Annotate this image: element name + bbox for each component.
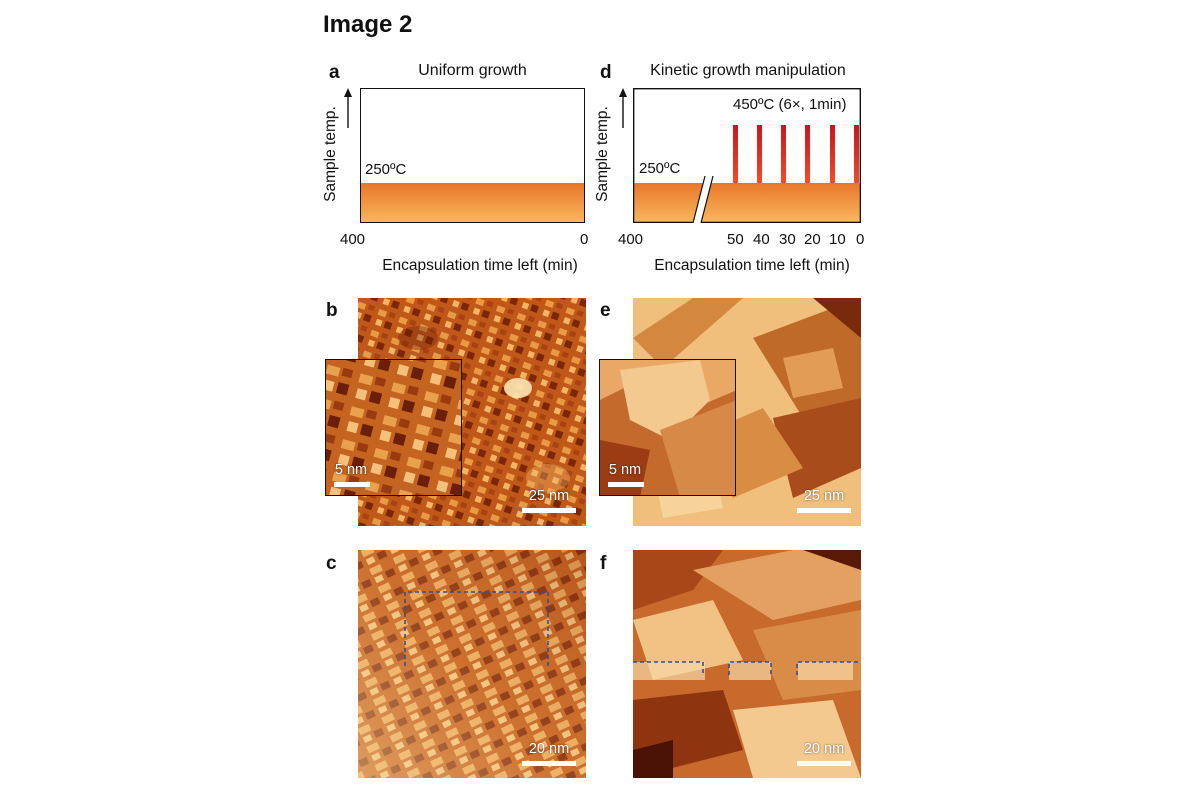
panel-letter-c: c bbox=[326, 553, 337, 574]
panel-letter-a: a bbox=[329, 62, 340, 83]
panel-a-xtick-0: 400 bbox=[340, 231, 366, 248]
up-arrow-icon bbox=[344, 88, 352, 128]
stm-inset-b: 5 nm bbox=[325, 359, 462, 496]
scale-label-f: 20 nm bbox=[803, 741, 845, 757]
panel-letter-f: f bbox=[600, 553, 607, 574]
stm-image-f: 20 nm bbox=[633, 550, 861, 778]
scale-bar-b-inset bbox=[334, 482, 370, 487]
panel-letter-e: e bbox=[600, 300, 611, 321]
scale-label-c: 20 nm bbox=[528, 741, 570, 757]
panel-d-y-axis bbox=[597, 88, 627, 223]
scale-label-e: 25 nm bbox=[803, 488, 845, 504]
scale-label-b: 25 nm bbox=[528, 488, 570, 504]
panel-a-title: Uniform growth bbox=[418, 62, 527, 79]
panel-d-xtick-10: 10 bbox=[829, 231, 846, 248]
scale-label-e-inset: 5 nm bbox=[608, 462, 642, 478]
panel-a-xlabel: Encapsulation time left (min) bbox=[382, 257, 578, 274]
panel-d-xtick-400: 400 bbox=[618, 231, 644, 248]
panel-d-xtick-30: 30 bbox=[779, 231, 796, 248]
panel-a-temp-label: 250ºC bbox=[365, 161, 407, 178]
panel-d-ylabel: Sample temp. bbox=[594, 106, 611, 202]
panel-d-plot: 250ºC 450ºC (6×, 1min) bbox=[633, 88, 861, 223]
panel-d-temp-label: 250ºC bbox=[639, 160, 681, 177]
stm-inset-e: 5 nm bbox=[599, 359, 736, 496]
scale-bar-c bbox=[522, 761, 576, 766]
panel-a-y-axis bbox=[326, 88, 356, 223]
panel-a-plot: 250ºC bbox=[360, 88, 585, 223]
panel-d-xtick-0: 0 bbox=[856, 231, 865, 248]
panel-a-temperature-band bbox=[361, 183, 584, 222]
panel-d-xtick-40: 40 bbox=[753, 231, 770, 248]
panel-letter-d: d bbox=[600, 62, 612, 83]
scale-bar-f bbox=[797, 761, 851, 766]
scale-label-b-inset: 5 nm bbox=[334, 462, 368, 478]
scale-bar-e-inset bbox=[608, 482, 644, 487]
panel-a-ylabel: Sample temp. bbox=[322, 106, 339, 202]
panel-d-title: Kinetic growth manipulation bbox=[650, 62, 846, 79]
page-title: Image 2 bbox=[323, 11, 413, 38]
scale-bar-b bbox=[522, 508, 576, 513]
panel-a-xtick-1: 0 bbox=[580, 231, 589, 248]
panel-d-xtick-50: 50 bbox=[727, 231, 744, 248]
panel-d-xlabel: Encapsulation time left (min) bbox=[654, 257, 850, 274]
panel-d-pulse-label: 450ºC (6×, 1min) bbox=[733, 96, 847, 113]
stm-image-c: 20 nm bbox=[358, 550, 586, 778]
panel-d-xtick-20: 20 bbox=[804, 231, 821, 248]
scale-bar-e bbox=[797, 508, 851, 513]
panel-letter-b: b bbox=[326, 300, 338, 321]
up-arrow-icon bbox=[619, 88, 627, 128]
